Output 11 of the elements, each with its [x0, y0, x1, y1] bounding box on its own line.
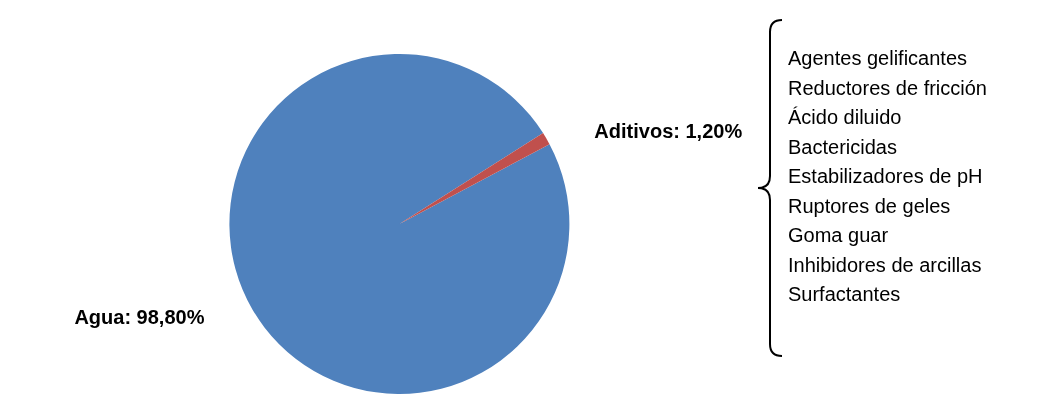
text: Bactericidas: [788, 135, 897, 158]
slice-label: Aditivos: 1,20%: [594, 120, 743, 143]
text: Ácido diluido: [788, 106, 902, 128]
text: Goma guar: [788, 224, 889, 246]
text: Agentes gelificantes: [788, 47, 968, 69]
text: Surfactantes: [788, 283, 901, 305]
text: Estabilizadores de pH: [788, 165, 983, 187]
text: Ruptores de geles: [788, 194, 951, 217]
text: Inhibidores de arcillas: [788, 253, 982, 276]
slice-label: Agua: 98,80%: [74, 305, 205, 328]
text: Reductores de fricción: [788, 76, 987, 99]
